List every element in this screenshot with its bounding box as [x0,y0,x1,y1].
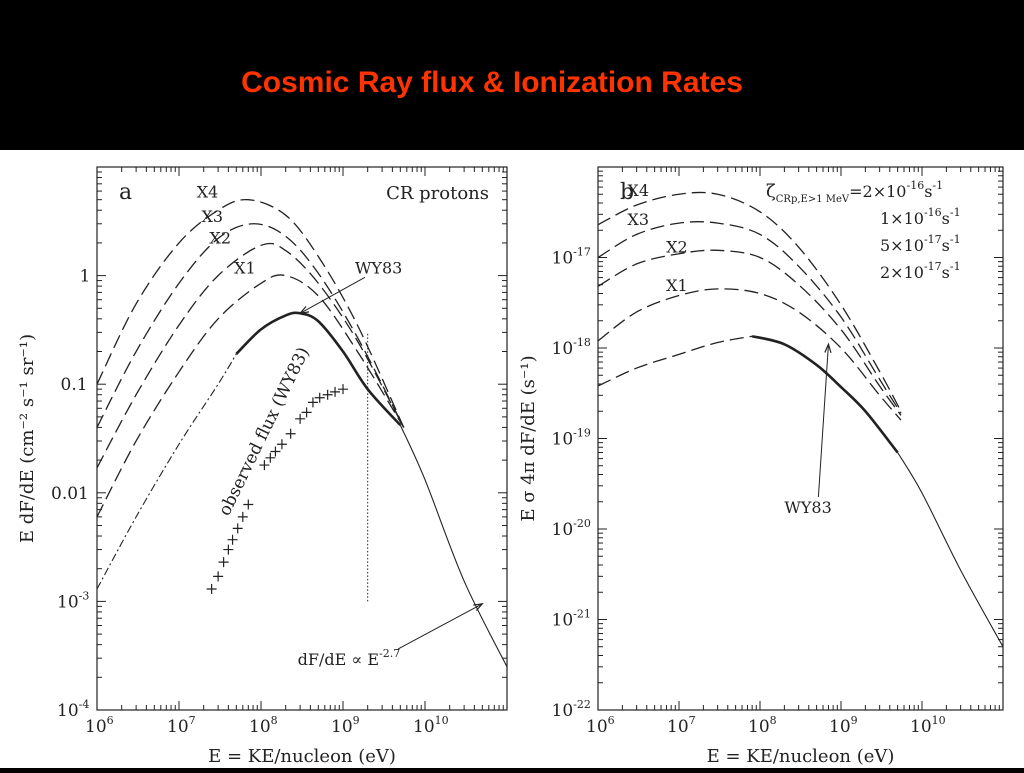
y-tick-label: 10-18 [552,336,591,359]
data-point [206,584,217,595]
plot-area: E = KE/nucleon (eV) E dF/dE (cm⁻² s⁻¹ sr⁻… [0,150,1024,768]
series-line-wy83-4 [597,335,753,387]
data-point [237,511,248,522]
y-tick-label: 1 [80,267,91,287]
panel-letter: a [119,180,132,205]
data-point [243,499,254,510]
series-line-power-law-6 [897,452,1004,648]
data-point [259,460,270,471]
ionization-rate-label: ζCRp,E>1 MeV=2×10-16s-1 [766,179,943,205]
x-tick-label: 106 [586,714,615,737]
annotation-arrow [299,276,366,314]
observed-flux-label: observed flux (WY83) [215,344,314,519]
curve-label: X1 [234,259,256,278]
data-point [285,428,296,439]
series-line-x4-0 [597,191,902,412]
corner-label: CR protons [386,183,489,204]
annotation-arrowhead [824,342,832,354]
annotation-label: dF/dE ∝ E-2.7 [298,647,401,669]
series-line-x3-1 [597,221,902,414]
annotation-arrowhead [473,602,484,611]
annotation-arrow [817,344,829,498]
data-point [218,557,229,568]
series-line-wy83-4 [96,353,237,590]
series-line-x1-3 [96,274,405,518]
x-axis-label: E = KE/nucleon (eV) [707,746,895,767]
chart-panel-b: E = KE/nucleon (eV) E σ 4π dF/dE (s⁻¹) bX4… [518,166,1004,767]
x-tick-label: 108 [748,714,777,737]
page-title: Cosmic Ray flux & Ionization Rates [241,66,743,99]
annotation-arrowhead [298,306,310,315]
y-tick-label: 0.01 [51,484,89,504]
y-axis-label: E σ 4π dF/dE (s⁻¹) [518,355,539,521]
x-tick-label: 107 [167,714,196,737]
chart-figure: E = KE/nucleon (eV) E dF/dE (cm⁻² s⁻¹ sr⁻… [17,166,1004,767]
data-point [227,534,238,545]
x-tick-label: 1010 [413,714,449,737]
annotation-label: WY83 [355,258,402,277]
data-point [276,439,287,450]
data-point [232,523,243,534]
data-point [223,544,234,555]
ionization-rate-label: 5×10-17s-1 [880,233,961,255]
data-point [338,384,348,395]
series-line-x3-1 [96,223,405,428]
curve-label: X1 [666,276,688,295]
plot-frame [96,166,508,711]
curve-label: X3 [201,207,223,226]
y-tick-label: 10-21 [552,608,591,631]
chart-panel-a: E = KE/nucleon (eV) E dF/dE (cm⁻² s⁻¹ sr⁻… [17,166,508,767]
curve-label: X3 [627,210,649,229]
data-point [301,407,312,418]
data-point [213,571,224,582]
ionization-rate-label: 1×10-16s-1 [880,206,961,228]
series-line-wy83-5 [751,334,899,454]
series-line-x2-2 [597,249,902,416]
data-point [270,446,281,457]
x-tick-label: 107 [667,714,696,737]
x-axis-label: E = KE/nucleon (eV) [208,746,396,767]
annotation-label: WY83 [784,498,831,517]
x-tick-label: 109 [331,714,360,737]
annotation-arrow [397,603,483,650]
x-tick-label: 108 [249,714,278,737]
series-line-df-de-e-2-7-6 [399,424,508,668]
data-point [307,397,318,408]
data-point [330,386,341,397]
curve-label: X4 [197,183,219,202]
series-line-x2-2 [96,242,405,469]
data-point [314,392,325,403]
series-line-wy83-5 [235,311,402,426]
y-tick-label: 10-3 [57,589,89,612]
panel-letter: b [620,180,634,205]
series-line-x4-0 [96,198,405,428]
y-axis-label: E dF/dE (cm⁻² s⁻¹ sr⁻¹) [17,334,38,543]
y-tick-label: 10-22 [552,698,591,721]
ionization-rate-label: 2×10-17s-1 [880,260,961,282]
x-tick-label: 109 [829,714,858,737]
data-point [265,452,276,463]
curve-label: X2 [666,237,688,256]
data-point [295,413,306,424]
curve-label: X2 [209,228,231,247]
y-tick-label: 10-17 [552,246,591,269]
y-tick-label: 10-19 [552,427,591,450]
curve-label: X4 [627,181,649,200]
x-tick-label: 106 [85,714,114,737]
y-tick-label: 10-20 [552,517,591,540]
y-tick-label: 0.1 [61,375,88,395]
series-line-x1-3 [597,288,902,421]
data-point [322,389,333,400]
x-tick-label: 1010 [910,714,946,737]
